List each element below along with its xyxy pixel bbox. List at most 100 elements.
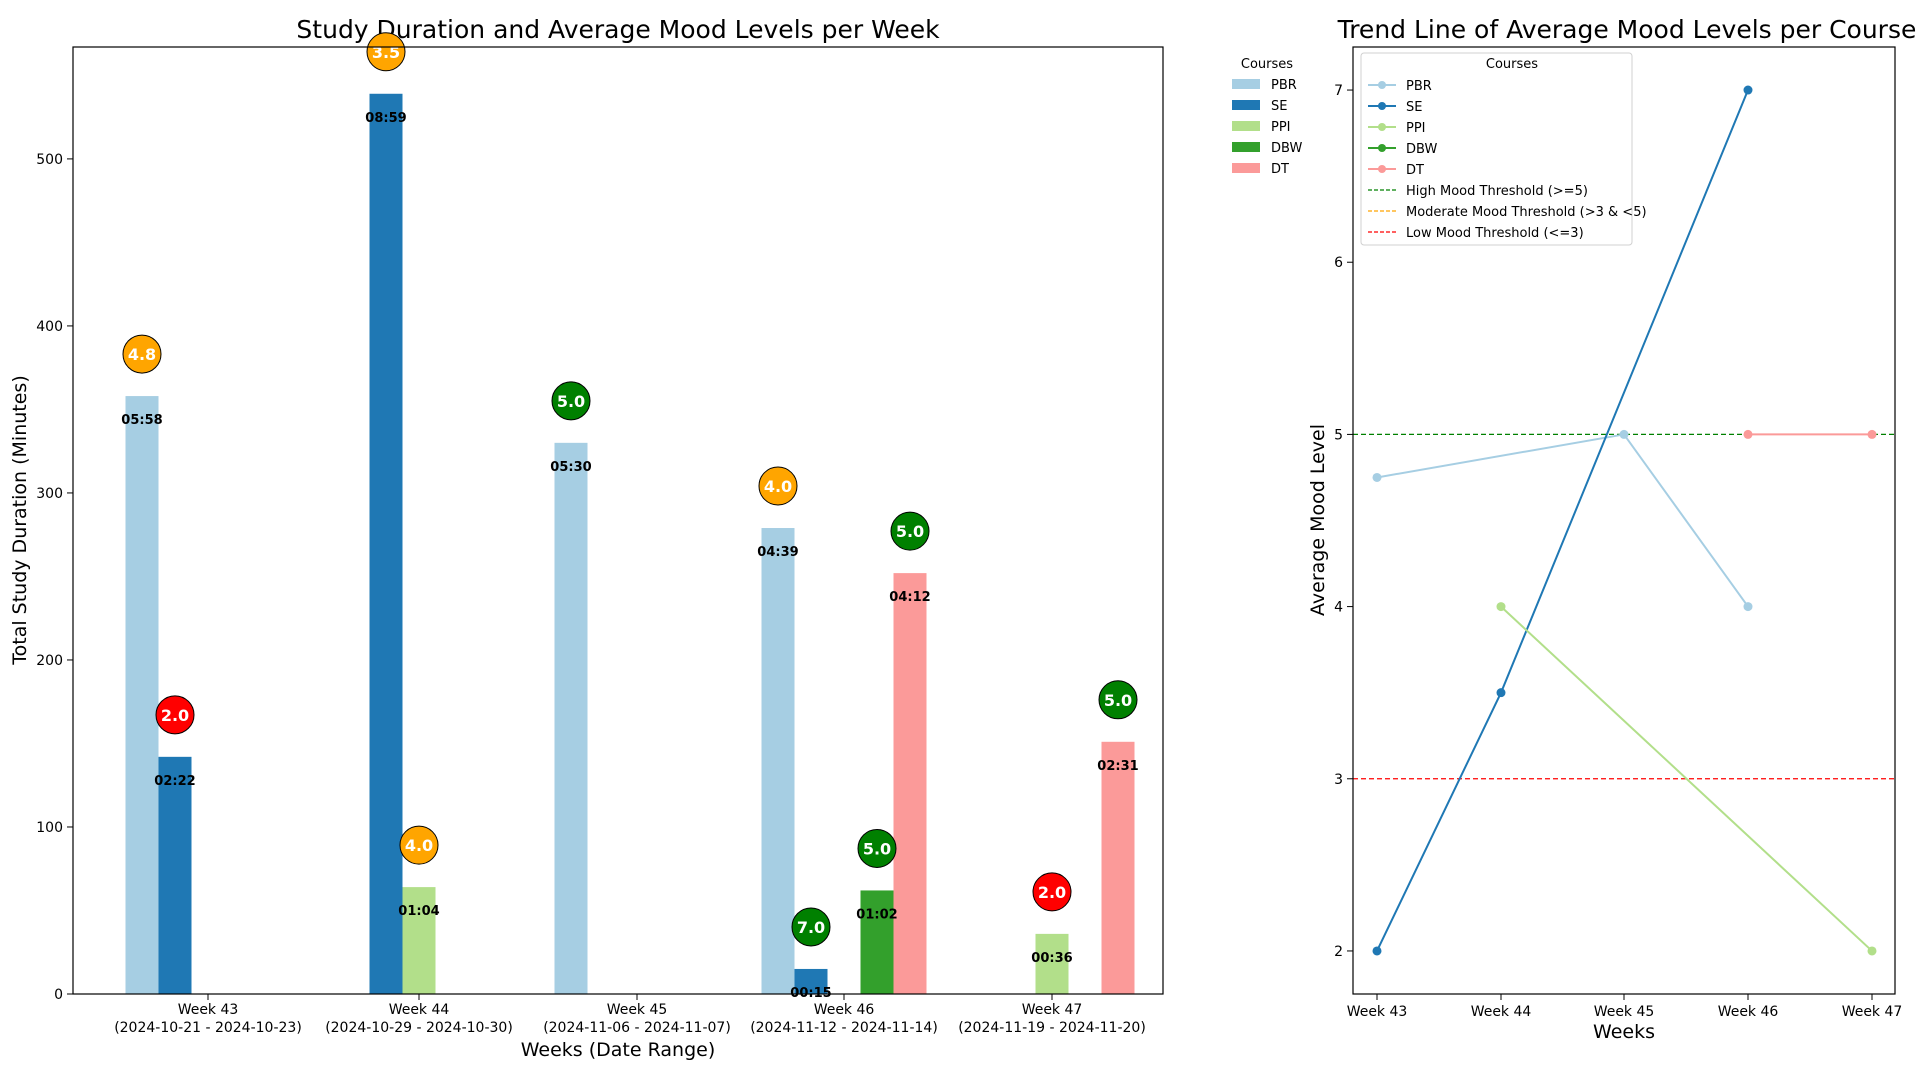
bar-chart-legend: Courses PBR SE PPI DBW DT <box>1232 57 1302 177</box>
line-legend-label: Moderate Mood Threshold (>3 & <5) <box>1406 205 1647 220</box>
line-chart-y-ticks: 2 3 4 5 6 7 <box>1334 83 1353 960</box>
mood-badge-circle <box>857 828 897 868</box>
bar-pbr <box>761 528 795 994</box>
bar-y-tick-label: 300 <box>36 486 63 502</box>
bar-x-tick-range: (2024-11-19 - 2024-11-20) <box>958 1020 1146 1036</box>
line-point <box>1743 85 1753 95</box>
line-legend-marker <box>1378 123 1386 131</box>
mood-badge: 5.0 <box>857 828 897 868</box>
line-series-dt <box>1743 429 1877 439</box>
bar-legend-swatch <box>1232 100 1260 110</box>
line-x-tick-label: Week 46 <box>1718 1004 1779 1020</box>
mood-badge: 2.0 <box>1032 872 1072 912</box>
line-chart-legend: Courses PBR SE PPI DBW DT High Mood Threshold… <box>1360 52 1647 246</box>
mood-badge: 7.0 <box>791 907 831 947</box>
line-y-tick-label: 6 <box>1334 255 1343 271</box>
bar-legend-swatch <box>1232 121 1260 131</box>
bar-x-tick-range: (2024-11-12 - 2024-11-14) <box>750 1020 938 1036</box>
line-y-tick-label: 7 <box>1334 83 1343 99</box>
bar-chart-plot-frame <box>72 46 1164 995</box>
bar-legend-label: PBR <box>1271 78 1297 93</box>
mood-badge: 5.0 <box>1098 680 1138 720</box>
bar-legend-title: Courses <box>1241 57 1293 72</box>
line-x-tick-label: Week 47 <box>1842 1004 1903 1020</box>
bar-se <box>369 93 403 994</box>
line-legend-marker <box>1378 81 1386 89</box>
mood-badge-circle <box>791 907 831 947</box>
line-point <box>1496 688 1506 698</box>
line-legend-marker <box>1378 165 1386 173</box>
bar-duration-label: 05:30 <box>550 460 591 475</box>
mood-badge: 4.0 <box>399 825 439 865</box>
bar-dbw <box>860 890 894 994</box>
bar-duration-label: 01:02 <box>856 907 897 922</box>
mood-badge-circle <box>1032 872 1072 912</box>
bar-legend-label: SE <box>1271 99 1287 114</box>
mood-badge-value: 2.0 <box>1038 883 1066 902</box>
bar-legend-label: DBW <box>1271 141 1302 156</box>
mood-badge-value: 4.0 <box>764 477 792 496</box>
bar-duration-label: 02:22 <box>154 774 195 789</box>
bar-y-tick-label: 200 <box>36 653 63 669</box>
line-x-tick-label: Week 43 <box>1347 1004 1408 1020</box>
line-legend-label: PBR <box>1406 79 1432 94</box>
line-series-pbr <box>1372 429 1753 612</box>
mood-badge: 3.5 <box>366 32 406 72</box>
line-legend-label: DT <box>1406 163 1424 178</box>
line-y-tick-label: 2 <box>1334 944 1343 960</box>
mood-badge-value: 5.0 <box>1104 691 1132 710</box>
bar-pbr <box>554 442 588 995</box>
bar-duration-label: 08:59 <box>365 111 406 126</box>
mood-badge-circle <box>366 32 406 72</box>
bar-duration-label: 00:36 <box>1031 951 1072 966</box>
line-point <box>1743 602 1753 612</box>
mood-badge-circle <box>758 466 798 506</box>
bar-chart-x-ticks: Week 43 (2024-10-21 - 2024-10-23) Week 44 (… <box>114 994 1146 1036</box>
line-chart-threshold-lines <box>1353 433 1895 780</box>
bar-y-tick-label: 100 <box>36 820 63 836</box>
line-chart-y-label: Average Mood Level <box>1307 424 1329 616</box>
mood-badge-value: 5.0 <box>896 522 924 541</box>
mood-badge-value: 4.8 <box>128 345 156 364</box>
line-legend-title: Courses <box>1486 57 1538 72</box>
mood-badge-circle <box>1098 680 1138 720</box>
bar-dt <box>893 573 927 994</box>
bar-chart-bars <box>125 93 1135 995</box>
line-series-path <box>1376 433 1749 608</box>
line-series-path <box>1500 605 1873 952</box>
mood-badge-value: 5.0 <box>863 839 891 858</box>
bar-y-tick-label: 0 <box>54 987 63 1003</box>
bar-legend-swatch <box>1232 142 1260 152</box>
mood-badge-circle <box>890 511 930 551</box>
line-series-se <box>1372 85 1753 956</box>
mood-badge-value: 2.0 <box>161 706 189 725</box>
bar-x-tick-label: Week 43 <box>178 1002 239 1018</box>
bar-ppi <box>402 887 436 994</box>
line-x-tick-label: Week 44 <box>1471 1004 1532 1020</box>
line-chart-x-ticks: Week 43 Week 44 Week 45 Week 46 Week 47 <box>1347 994 1903 1020</box>
mood-badge: 5.0 <box>551 381 591 421</box>
bar-legend-label: PPI <box>1271 120 1291 135</box>
mood-badge: 5.0 <box>890 511 930 551</box>
line-chart-title: Trend Line of Average Mood Levels per Co… <box>1337 15 1917 44</box>
line-point <box>1619 429 1629 439</box>
line-legend-label: PPI <box>1406 121 1426 136</box>
bar-y-tick-label: 400 <box>36 319 63 335</box>
mood-badge-circle <box>399 825 439 865</box>
bar-legend-swatch <box>1232 79 1260 89</box>
line-legend-label: High Mood Threshold (>=5) <box>1406 184 1588 199</box>
bar-y-tick-label: 500 <box>36 152 63 168</box>
bar-pbr <box>125 396 159 994</box>
bar-chart-y-ticks: 0 100 200 300 400 500 <box>36 152 73 1003</box>
mood-badge: 4.8 <box>122 334 162 374</box>
line-chart-x-label: Weeks <box>1593 1021 1655 1043</box>
line-legend-marker <box>1378 102 1386 110</box>
bar-legend-swatch <box>1232 163 1260 173</box>
bar-chart-x-label: Weeks (Date Range) <box>521 1039 716 1061</box>
bar-x-tick-label: Week 45 <box>607 1002 668 1018</box>
bar-x-tick-range: (2024-10-21 - 2024-10-23) <box>114 1020 302 1036</box>
line-series-ppi <box>1496 602 1877 956</box>
bar-se <box>794 968 828 994</box>
bar-duration-label: 01:04 <box>398 904 439 919</box>
line-point <box>1496 602 1506 612</box>
